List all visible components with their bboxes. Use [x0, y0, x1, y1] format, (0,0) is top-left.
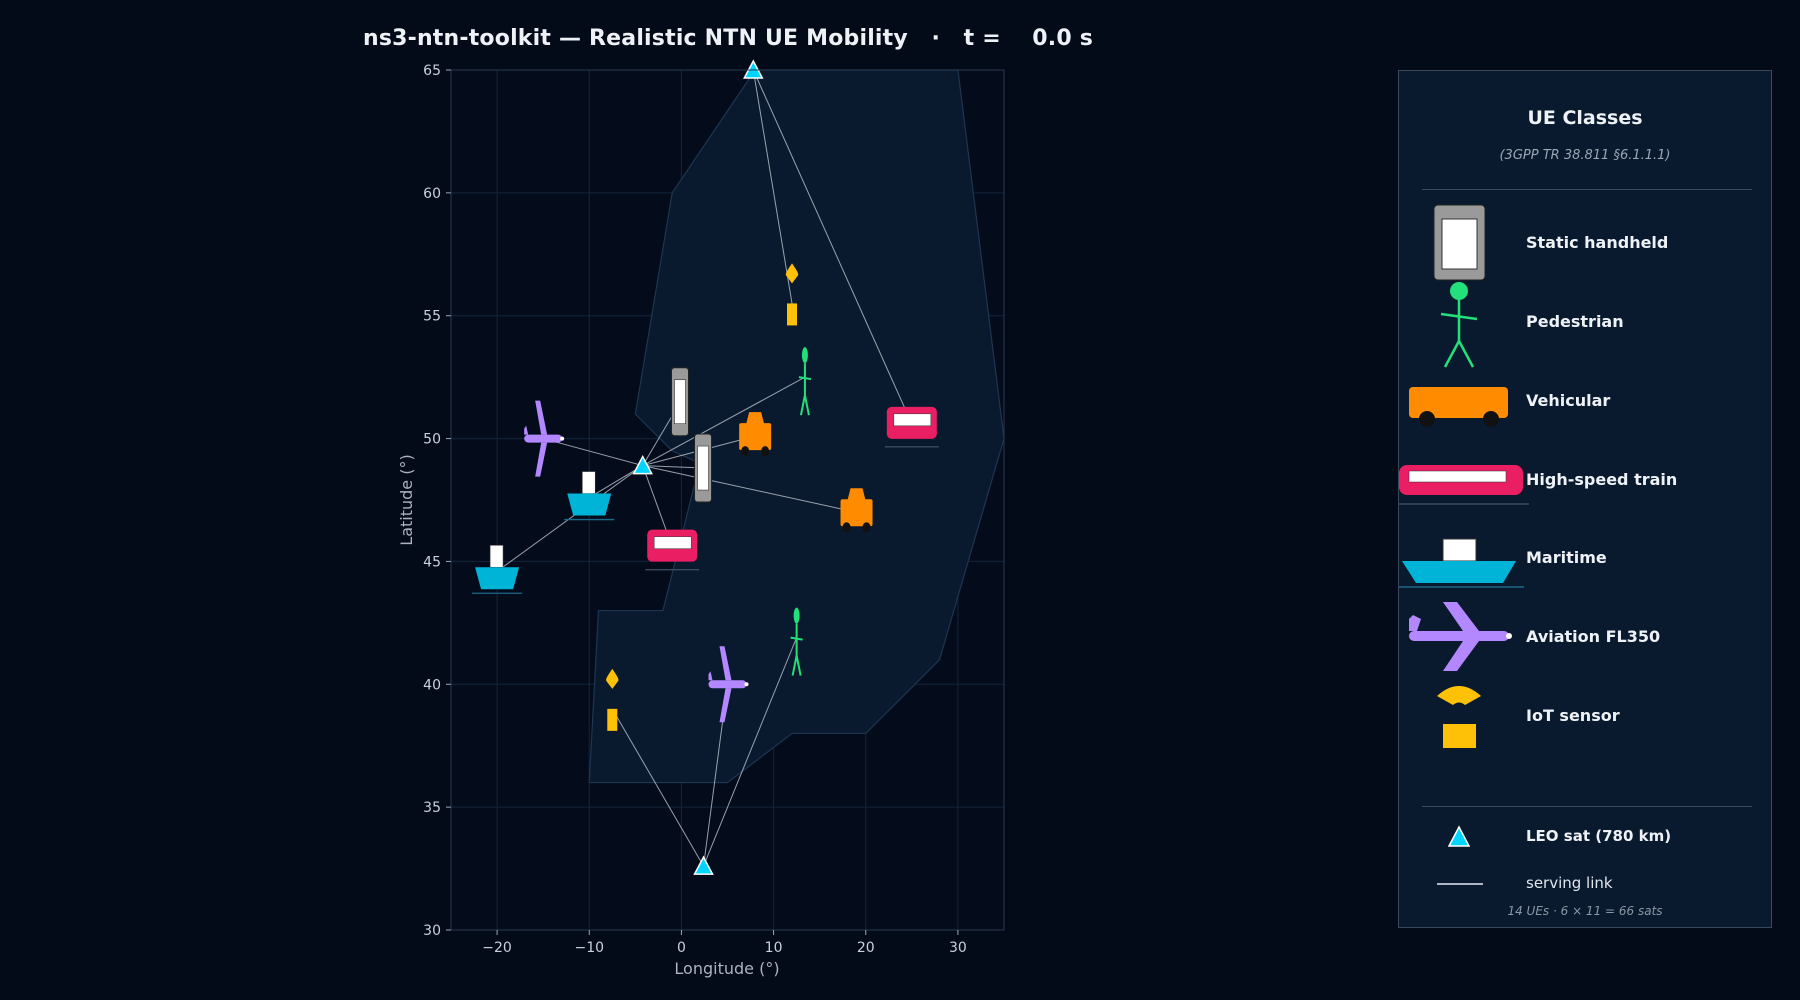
- serving-link: [642, 465, 704, 469]
- handheld-icon: [1433, 204, 1486, 281]
- ue-marker: [708, 646, 749, 723]
- leo-satellite-marker: [632, 454, 653, 475]
- legend-footer: 14 UEs · 6 × 11 = 66 sats: [1507, 904, 1663, 918]
- legend-item-leo-sat: LEO sat (780 km): [1526, 827, 1672, 845]
- iot-sensor-icon: [1437, 686, 1481, 748]
- y-tick-label: 30: [423, 923, 441, 939]
- ue-marker: [564, 471, 615, 521]
- legend-icons: [1399, 204, 1529, 885]
- legend-item-maritime: Maritime: [1526, 548, 1607, 567]
- x-tick-label: 20: [857, 940, 875, 956]
- legend-subtitle: (3GPP TR 38.811 §6.1.1.1): [1499, 148, 1671, 163]
- x-axis-label: Longitude (°): [674, 959, 779, 978]
- serving-link: [642, 376, 806, 467]
- axes-frame: [450, 69, 1005, 931]
- legend-item-iot-sensor: IoT sensor: [1526, 706, 1620, 725]
- ue-marker: [798, 347, 812, 416]
- serving-link: [703, 637, 798, 867]
- ue-marker: [884, 406, 939, 448]
- x-tick-label: −10: [574, 940, 604, 956]
- y-tick-label: 60: [423, 186, 441, 202]
- y-tick-label: 40: [423, 677, 441, 693]
- y-tick-label: 35: [423, 800, 441, 816]
- legend-item-high-speed-train: High-speed train: [1526, 470, 1678, 489]
- ue-marker: [670, 367, 689, 437]
- y-tick-label: 65: [423, 63, 441, 79]
- legend-item-aviation: Aviation FL350: [1526, 627, 1661, 646]
- ue-marker: [790, 607, 803, 676]
- x-tick-label: 0: [677, 940, 686, 956]
- serving-link: [752, 69, 793, 304]
- axis-ticks: −20 −10 0 10 20 30 30 35 40 45 50 55 60 65: [423, 63, 967, 956]
- ship-icon: [1399, 538, 1524, 588]
- legend-item-pedestrian: Pedestrian: [1526, 312, 1624, 331]
- y-tick-label: 55: [423, 309, 441, 325]
- serving-link: [543, 438, 643, 467]
- legend-item-serving-link: serving link: [1526, 874, 1613, 892]
- legend-title: UE Classes: [1527, 107, 1643, 129]
- ue-marker: [472, 544, 523, 594]
- legend-item-vehicular: Vehicular: [1526, 391, 1611, 410]
- ue-markers: [472, 263, 939, 731]
- y-tick-label: 45: [423, 554, 441, 570]
- ue-marker: [645, 529, 700, 571]
- ue-marker: [840, 488, 873, 533]
- serving-link: [642, 465, 857, 513]
- ue-marker: [785, 263, 799, 326]
- serving-link: [752, 69, 913, 425]
- ue-marker: [694, 433, 713, 503]
- chart-title: ns3-ntn-toolkit — Realistic NTN UE Mobil…: [362, 26, 1094, 51]
- pedestrian-icon: [1440, 282, 1478, 368]
- x-tick-label: 30: [949, 940, 967, 956]
- ue-marker: [524, 400, 565, 477]
- serving-link: [496, 465, 644, 572]
- car-icon: [1409, 387, 1508, 427]
- y-tick-label: 50: [423, 432, 441, 448]
- serving-link: [611, 708, 704, 867]
- leo-satellite-icon: [1447, 825, 1471, 847]
- train-icon: [1399, 465, 1529, 505]
- ue-marker: [739, 412, 772, 457]
- legend-panel: UE Classes (3GPP TR 38.811 §6.1.1.1): [1398, 70, 1772, 928]
- legend-item-static-handheld: Static handheld: [1526, 233, 1669, 252]
- serving-link: [588, 465, 643, 498]
- chart-canvas: −20 −10 0 10 20 30 30 35 40 45 50 55 60 65 Longitude …: [397, 59, 1005, 978]
- airplane-icon: [1409, 602, 1512, 671]
- y-axis-label: Latitude (°): [397, 454, 416, 545]
- ue-marker: [606, 668, 619, 731]
- legend-divider: [1422, 189, 1752, 190]
- leo-satellite-marker: [693, 855, 714, 875]
- legend-divider-bottom: [1422, 806, 1752, 807]
- x-tick-label: −20: [482, 940, 512, 956]
- x-tick-label: 10: [765, 940, 783, 956]
